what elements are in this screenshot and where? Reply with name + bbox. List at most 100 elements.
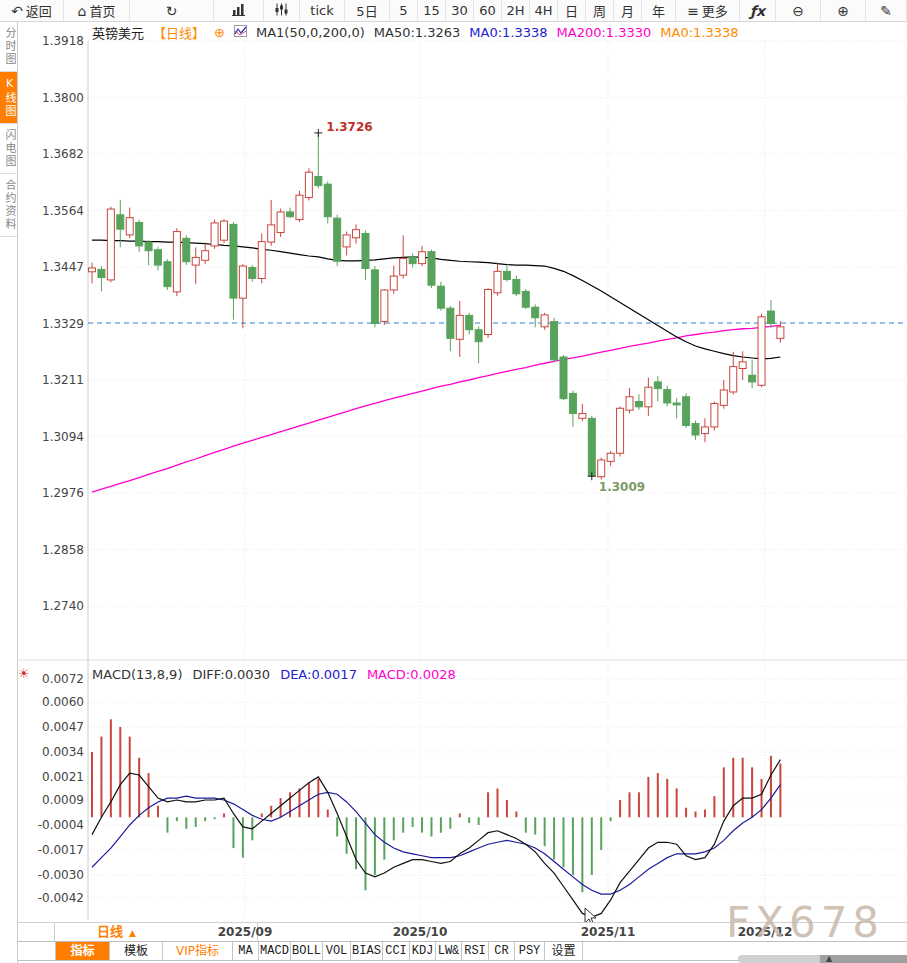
tf-month-button[interactable]: 月 [614, 0, 642, 21]
ma-settings-label: MA1(50,0,200,0) [256, 25, 365, 40]
macd-dea-value: DEA:0.0017 [280, 667, 357, 682]
tab-kdj[interactable]: KDJ [410, 942, 436, 960]
svg-text:-0.0004: -0.0004 [38, 818, 84, 832]
macd-title: MACD(13,8,9) [92, 667, 182, 682]
home-icon: ⌂ [78, 4, 87, 18]
svg-text:1.3094: 1.3094 [42, 430, 84, 444]
svg-text:1.2976: 1.2976 [42, 486, 84, 500]
svg-text:1.2740: 1.2740 [42, 599, 84, 613]
zoom-out-icon: ⊖ [792, 4, 804, 18]
tf-15-button[interactable]: 15 [418, 0, 446, 21]
toolbar-label: 年 [652, 1, 665, 20]
svg-text:1.3682: 1.3682 [42, 147, 84, 161]
macd-macd-value: MACD:0.0028 [367, 667, 456, 682]
svg-text:1.3009: 1.3009 [599, 480, 645, 494]
svg-text:1.3329: 1.3329 [42, 317, 84, 331]
zoom-in-button[interactable]: ⊕ [821, 0, 866, 21]
scrollbar[interactable]: ▲ [738, 955, 907, 963]
tab-templates[interactable]: 模板 [110, 942, 163, 960]
home-button[interactable]: ⌂首页 [64, 0, 130, 21]
tf-5d-button[interactable]: 5日 [345, 0, 390, 21]
toolbar-label: 月 [621, 1, 634, 20]
tf-week-button[interactable]: 周 [586, 0, 614, 21]
tab-macd[interactable]: MACD [259, 942, 291, 960]
toolbar: ↶返回⌂首页↻tick5日51530602H4H日周月年≡更多ƒx⊖⊕✎ [0, 0, 907, 22]
sidebar-item-flash-chart[interactable]: 闪电图 [0, 124, 17, 174]
scrollbar-thumb[interactable] [820, 955, 907, 963]
fx-icon: ƒx [750, 4, 765, 18]
tf-5-button[interactable]: 5 [390, 0, 418, 21]
tab-vip-indicators[interactable]: VIP指标 [163, 942, 233, 960]
tf-30-button[interactable]: 30 [446, 0, 474, 21]
candle-icon [274, 3, 289, 18]
bar-chart-button[interactable] [214, 0, 264, 21]
svg-text:0.0034: 0.0034 [42, 745, 84, 759]
pencil-icon: ✎ [880, 4, 892, 18]
refresh-button[interactable]: ↻ [130, 0, 214, 21]
tab-boll[interactable]: BOLL [291, 942, 323, 960]
watermark: FX678 [726, 898, 884, 947]
tab-vol[interactable]: VOL [323, 942, 351, 960]
toolbar-label: 60 [479, 3, 496, 18]
zoom-out-button[interactable]: ⊖ [776, 0, 821, 21]
refresh-icon: ↻ [166, 4, 178, 18]
toolbar-label: tick [310, 3, 333, 18]
ma200-value: MA200:1.3330 [557, 25, 652, 40]
x-axis-label: 2025/11 [581, 925, 635, 939]
ma50-value: MA50:1.3263 [374, 25, 461, 40]
more-button[interactable]: ≡更多 [676, 0, 740, 21]
tick-button[interactable]: tick [300, 0, 345, 21]
x-axis-label: 2025/10 [393, 925, 447, 939]
chart-header: 英镑美元 【日线】 ⊕ MA1(50,0,200,0) MA50:1.3263 … [92, 24, 739, 40]
mini-chart-icon [234, 25, 247, 40]
svg-text:1.3211: 1.3211 [42, 373, 84, 387]
toolbar-label: 周 [593, 1, 606, 20]
tf-60-button[interactable]: 60 [474, 0, 502, 21]
svg-text:1.3800: 1.3800 [42, 91, 84, 105]
toolbar-label: 返回 [26, 1, 52, 20]
sidebar-item-contract-info[interactable]: 合约资料 [0, 174, 17, 237]
tab-bias[interactable]: BIAS [351, 942, 383, 960]
toolbar-label: 更多 [702, 1, 728, 20]
price-chart[interactable]: 1.39181.38001.36821.35641.34471.33291.32… [0, 0, 907, 963]
zoom-in-icon: ⊕ [837, 4, 849, 18]
scrollbar-arrow-icon: ▲ [826, 954, 832, 963]
tab-settings[interactable]: 设置 [545, 942, 583, 960]
svg-text:1.3564: 1.3564 [42, 204, 84, 218]
tf-2h-button[interactable]: 2H [502, 0, 530, 21]
menu-icon: ≡ [687, 4, 699, 18]
tf-year-button[interactable]: 年 [642, 0, 676, 21]
tab-cr[interactable]: CR [489, 942, 515, 960]
back-button[interactable]: ↶返回 [0, 0, 64, 21]
ma0-blue-value: MA0:1.3338 [469, 25, 547, 40]
svg-text:0.0060: 0.0060 [42, 695, 84, 709]
sidebar-item-kline-chart[interactable]: K线图 [0, 72, 17, 124]
symbol-name: 英镑美元 [92, 23, 144, 42]
tab-psy[interactable]: PSY [515, 942, 545, 960]
svg-text:-0.0042: -0.0042 [38, 891, 84, 905]
x-axis-label: 2025/09 [218, 925, 272, 939]
sidebar: 分时图K线图闪电图合约资料 [0, 22, 18, 963]
tab-lw[interactable]: LW& [436, 942, 462, 960]
svg-text:0.0047: 0.0047 [42, 720, 84, 734]
svg-text:0.0072: 0.0072 [42, 672, 84, 686]
caret-up-icon: ▲ [129, 928, 136, 938]
fx-button[interactable]: ƒx [740, 0, 776, 21]
tf-4h-button[interactable]: 4H [530, 0, 558, 21]
tab-ma[interactable]: MA [233, 942, 259, 960]
candle-chart-button[interactable] [264, 0, 300, 21]
draw-button[interactable]: ✎ [866, 0, 907, 21]
tab-rsi[interactable]: RSI [462, 942, 489, 960]
sidebar-item-time-chart[interactable]: 分时图 [0, 22, 17, 72]
svg-text:-0.0030: -0.0030 [38, 868, 84, 882]
toolbar-label: 首页 [89, 1, 115, 20]
svg-text:1.2858: 1.2858 [42, 543, 84, 557]
indicator-settings-icon[interactable]: ☀ [18, 666, 30, 681]
tab-indicators[interactable]: 指标 [55, 942, 110, 960]
add-indicator-icon[interactable]: ⊕ [214, 25, 225, 40]
tab-cci[interactable]: CCI [383, 942, 410, 960]
tf-day-button[interactable]: 日 [558, 0, 586, 21]
toolbar-label: 5 [399, 3, 407, 18]
toolbar-label: 30 [451, 3, 468, 18]
macd-header: MACD(13,8,9) DIFF:0.0030 DEA:0.0017 MACD… [92, 666, 456, 682]
